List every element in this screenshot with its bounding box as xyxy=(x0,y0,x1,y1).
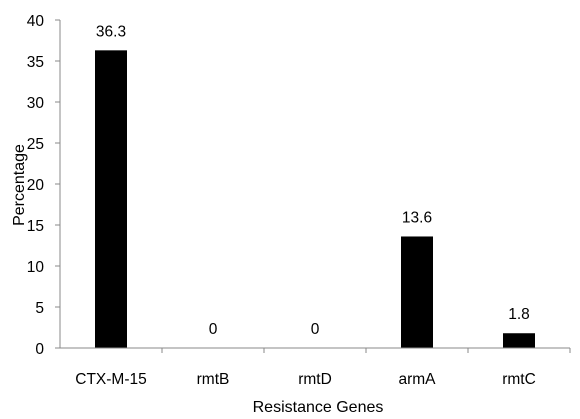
y-tick-label: 0 xyxy=(35,341,44,358)
x-axis-title: Resistance Genes xyxy=(253,399,384,416)
x-tick-label: CTX-M-15 xyxy=(75,371,146,388)
x-tick-label: rmtD xyxy=(298,371,332,388)
y-axis: 0 5 10 15 20 25 30 35 40 xyxy=(27,13,61,358)
data-label: 0 xyxy=(311,321,320,338)
y-tick-label: 40 xyxy=(27,13,45,30)
y-tick-label: 25 xyxy=(27,136,44,153)
x-tick-label: armA xyxy=(398,371,436,388)
y-tick-label: 30 xyxy=(27,95,45,112)
data-label: 1.8 xyxy=(508,306,530,323)
x-tick-label: rmtC xyxy=(502,371,536,388)
x-tick-label: rmtB xyxy=(197,371,230,388)
bars: 36.3 0 0 13.6 1.8 xyxy=(95,23,535,349)
data-label: 0 xyxy=(209,321,218,338)
y-tick-label: 15 xyxy=(27,218,44,235)
y-tick-label: 10 xyxy=(27,259,45,276)
x-axis: CTX-M-15 rmtB rmtD armA rmtC xyxy=(60,347,571,388)
data-label: 36.3 xyxy=(96,23,126,40)
data-label: 13.6 xyxy=(402,209,432,226)
y-axis-title: Percentage xyxy=(11,144,28,226)
bar-ctx-m-15 xyxy=(95,50,127,349)
y-tick-label: 20 xyxy=(27,177,45,194)
bar-rmtc xyxy=(503,333,535,348)
bar-arma xyxy=(401,236,433,348)
y-tick-label: 35 xyxy=(27,54,44,71)
y-tick-label: 5 xyxy=(35,300,44,317)
